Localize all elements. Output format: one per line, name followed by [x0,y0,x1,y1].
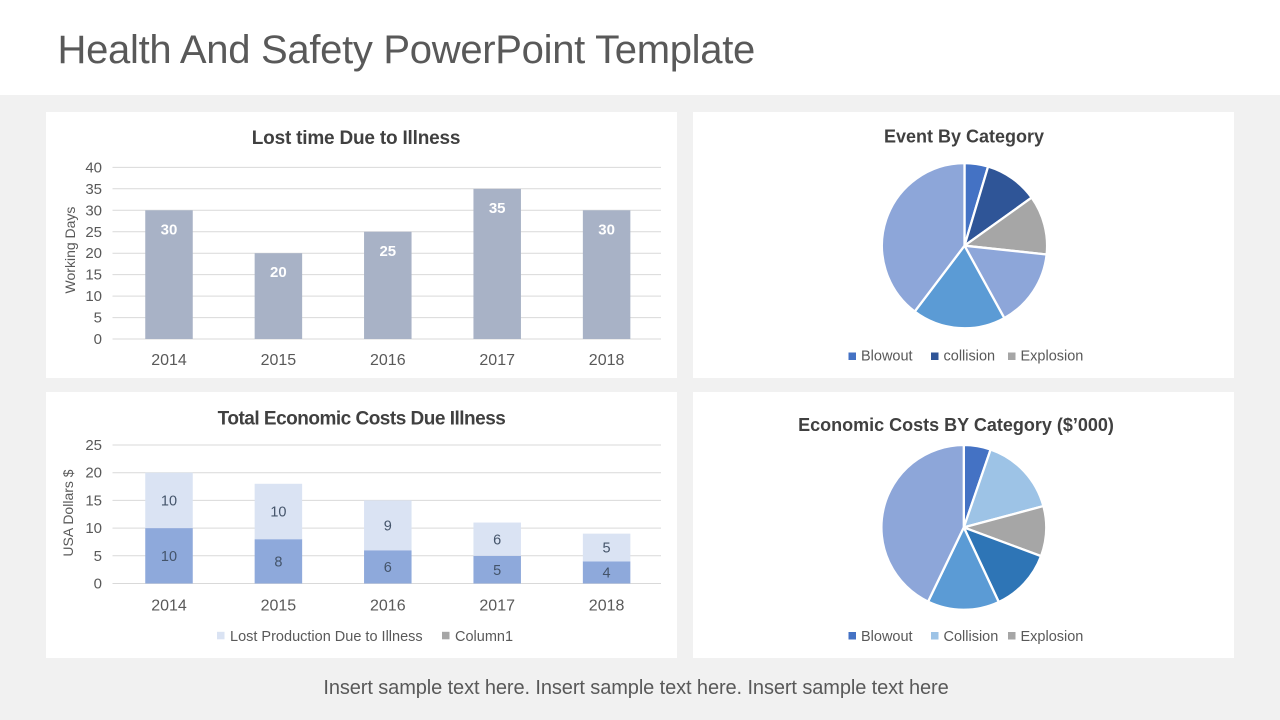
svg-text:4: 4 [603,566,611,582]
svg-text:10: 10 [85,288,102,305]
svg-text:2015: 2015 [261,352,297,369]
svg-text:25: 25 [379,243,396,260]
svg-text:5: 5 [603,541,611,557]
svg-text:35: 35 [489,200,506,217]
svg-text:0: 0 [94,331,102,348]
svg-text:35: 35 [85,181,102,198]
svg-text:Collision: Collision [944,629,999,645]
svg-text:2016: 2016 [370,598,406,615]
svg-text:9: 9 [384,519,392,535]
svg-text:Total Economic Costs Due Illne: Total Economic Costs Due Illness [218,409,506,430]
svg-text:6: 6 [493,532,501,548]
svg-text:2018: 2018 [589,598,625,615]
svg-text:6: 6 [384,560,392,576]
svg-text:0: 0 [94,576,102,593]
svg-text:2014: 2014 [151,352,187,369]
svg-text:10: 10 [161,549,177,565]
svg-text:25: 25 [85,437,102,454]
svg-text:2017: 2017 [479,598,515,615]
svg-text:Lost time Due to Illness: Lost time Due to Illness [252,128,460,149]
svg-text:20: 20 [270,264,287,281]
svg-text:Explosion: Explosion [1021,629,1084,645]
svg-text:5: 5 [94,310,102,327]
svg-text:Blowout: Blowout [861,349,913,365]
svg-text:Event By Category: Event By Category [884,127,1044,147]
svg-text:10: 10 [161,494,177,510]
svg-text:10: 10 [270,505,286,521]
svg-text:5: 5 [94,548,102,565]
svg-text:20: 20 [85,465,102,482]
svg-text:Lost Production Due to Illness: Lost Production Due to Illness [230,629,423,645]
svg-text:Blowout: Blowout [861,629,913,645]
svg-text:8: 8 [274,555,282,571]
svg-text:20: 20 [85,245,102,262]
svg-text:10: 10 [85,520,102,537]
svg-text:2017: 2017 [479,352,515,369]
svg-text:Explosion: Explosion [1021,349,1084,365]
svg-text:15: 15 [85,267,102,284]
svg-text:Column1: Column1 [455,629,513,645]
svg-text:Working Days: Working Days [62,207,78,294]
svg-text:30: 30 [85,202,102,219]
svg-text:30: 30 [598,221,615,238]
svg-text:5: 5 [493,563,501,579]
svg-text:40: 40 [85,159,102,176]
svg-text:collision: collision [944,349,996,365]
svg-text:2018: 2018 [589,352,625,369]
svg-text:Economic Costs BY Category ($’: Economic Costs BY Category ($’000) [798,415,1114,435]
svg-text:15: 15 [85,492,102,509]
svg-text:USA Dollars $: USA Dollars $ [60,469,76,556]
svg-text:2014: 2014 [151,598,187,615]
svg-text:25: 25 [85,224,102,241]
svg-text:30: 30 [161,221,178,238]
svg-text:2015: 2015 [261,598,297,615]
svg-text:2016: 2016 [370,352,406,369]
